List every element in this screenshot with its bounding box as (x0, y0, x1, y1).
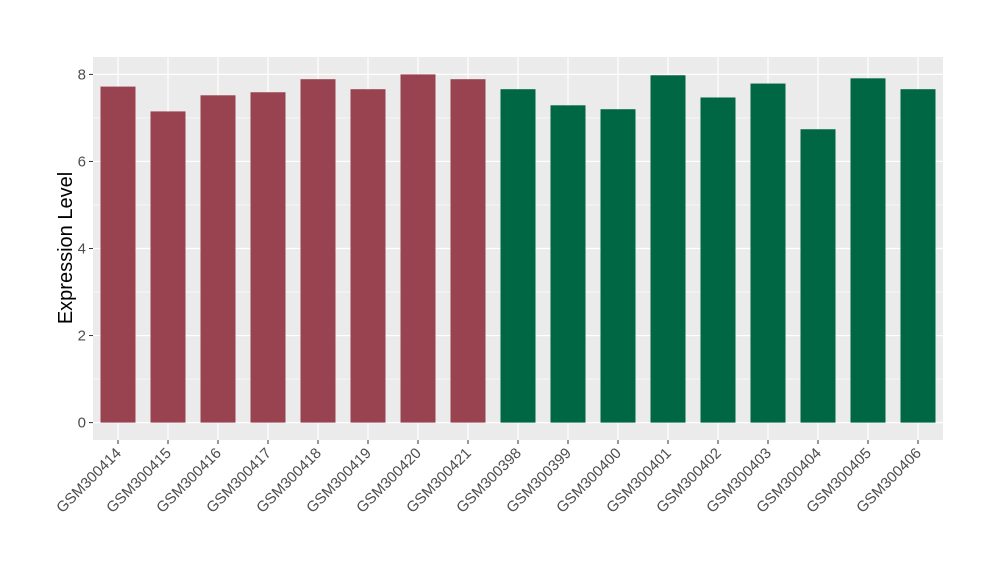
bar-GSM300406 (900, 89, 936, 423)
bar-GSM300418 (300, 79, 336, 423)
bar-GSM300417 (250, 92, 286, 423)
bar-GSM300398 (500, 89, 536, 423)
bar-GSM300402 (700, 97, 736, 423)
bar-GSM300416 (200, 95, 236, 423)
y-tick-label: 4 (78, 241, 86, 258)
y-tick-label: 6 (78, 153, 86, 170)
bar-GSM300405 (850, 78, 886, 423)
bar-GSM300401 (650, 75, 686, 423)
bar-GSM300399 (550, 105, 586, 423)
bar-GSM300419 (350, 89, 386, 423)
y-tick-label: 2 (78, 328, 86, 345)
bar-GSM300403 (750, 83, 786, 423)
y-tick-label: 0 (78, 415, 86, 432)
bar-GSM300404 (800, 129, 836, 423)
y-tick-label: 8 (78, 66, 86, 83)
bar-GSM300421 (450, 79, 486, 423)
bar-GSM300414 (100, 86, 136, 423)
bar-GSM300415 (150, 111, 186, 423)
bar-GSM300400 (600, 109, 636, 423)
bar-GSM300420 (400, 74, 436, 423)
y-axis-title: Expression Level (55, 172, 77, 324)
